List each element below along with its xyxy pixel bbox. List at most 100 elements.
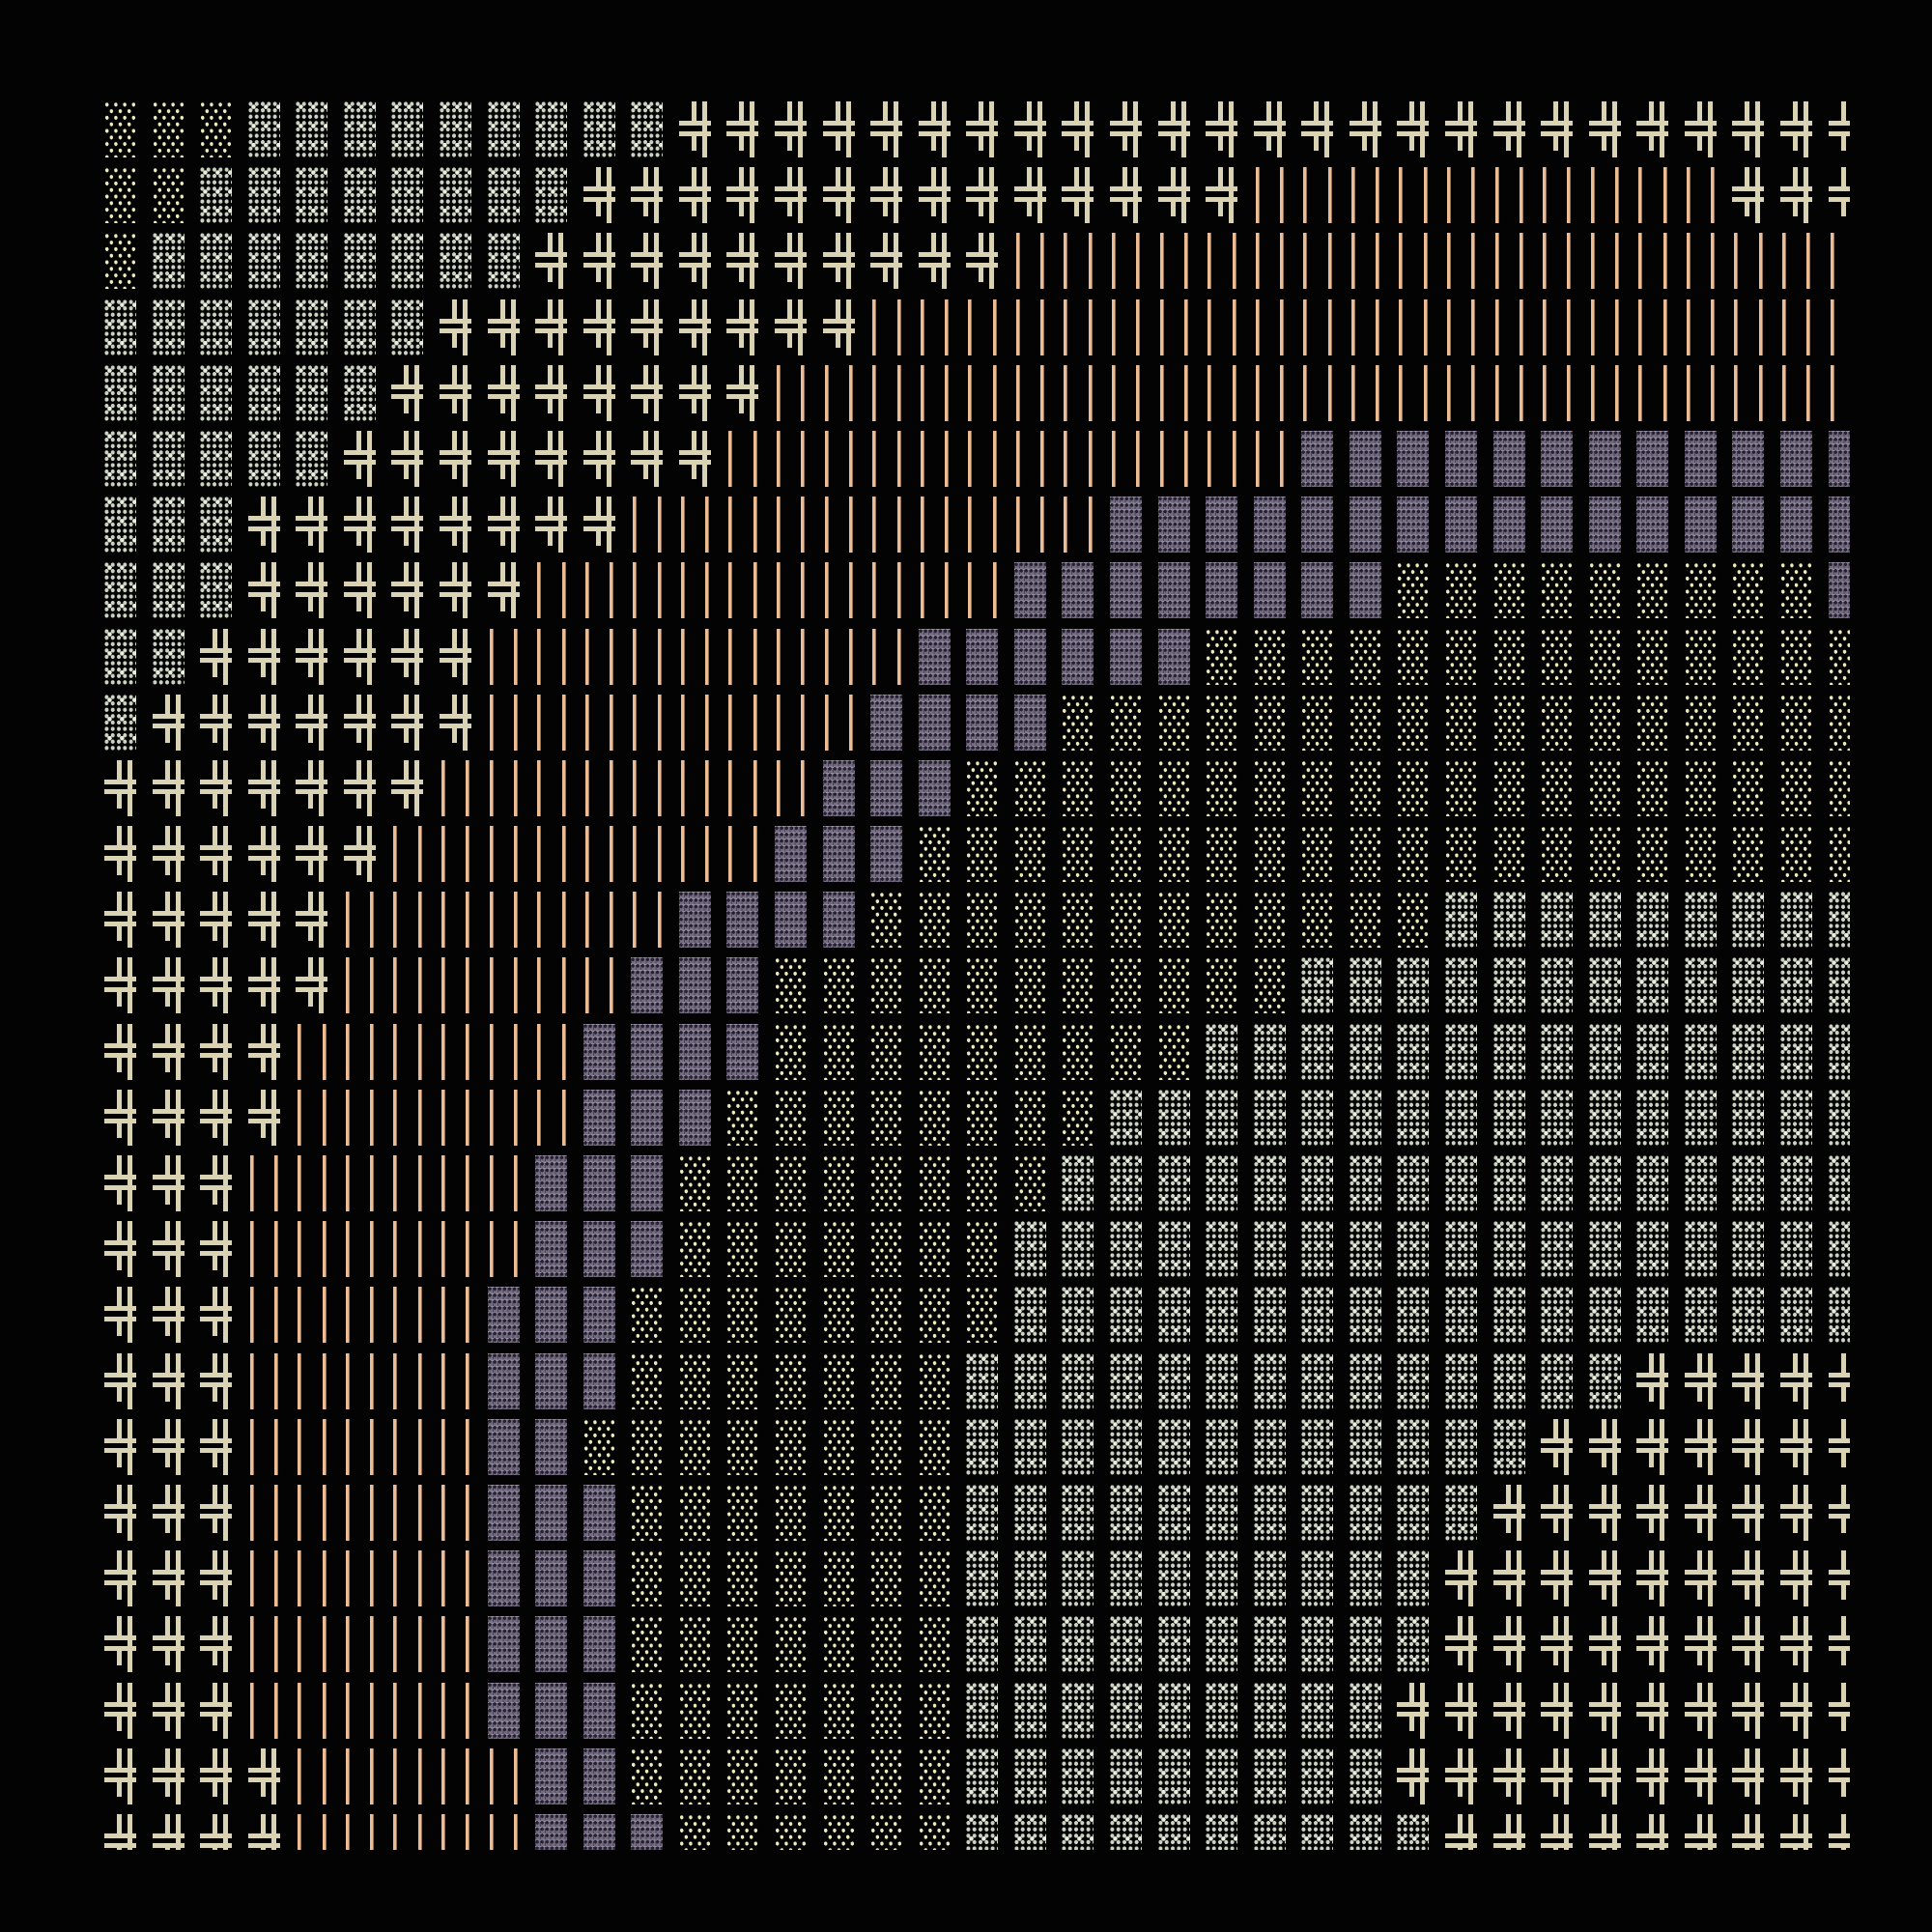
- tile-double-cross: [200, 1747, 233, 1804]
- tile-dense-dots: [1013, 1550, 1046, 1607]
- tile-waffle-block: [535, 1747, 568, 1804]
- tile-sparse-dots: [1062, 1023, 1094, 1080]
- tile-vertical-lines: [870, 497, 903, 554]
- tile-double-cross: [152, 1550, 185, 1607]
- tile-waffle-block: [535, 1813, 568, 1850]
- tile-sparse-dots: [822, 1352, 855, 1409]
- tile-double-cross: [152, 1155, 185, 1212]
- tile-dense-dots: [1349, 1089, 1381, 1146]
- tile-sparse-dots: [966, 759, 999, 816]
- tile-sparse-dots: [631, 1287, 664, 1344]
- tile-sparse-dots: [1684, 759, 1717, 816]
- tile-dense-dots: [1541, 1155, 1574, 1212]
- tile-dense-dots: [296, 298, 328, 355]
- tile-sparse-dots: [1732, 628, 1765, 685]
- tile-sparse-dots: [1444, 562, 1477, 619]
- tile-dense-dots: [966, 1682, 999, 1739]
- tile-waffle-block: [487, 1682, 520, 1739]
- tile-vertical-lines: [1636, 233, 1669, 290]
- tile-dense-dots: [296, 101, 328, 157]
- tile-sparse-dots: [1732, 826, 1765, 883]
- tile-double-cross: [535, 497, 568, 554]
- tile-sparse-dots: [582, 1418, 615, 1475]
- tile-vertical-lines: [535, 694, 568, 751]
- tile-vertical-lines: [391, 1089, 424, 1146]
- tile-double-cross: [200, 826, 233, 883]
- tile-vertical-lines: [1444, 167, 1477, 224]
- tile-waffle-block: [1732, 430, 1765, 487]
- tile-vertical-lines: [247, 1155, 280, 1212]
- tile-dense-dots: [1349, 1813, 1381, 1850]
- tile-dense-dots: [1013, 1418, 1046, 1475]
- tile-dense-dots: [1301, 1682, 1334, 1739]
- tile-sparse-dots: [918, 1484, 951, 1541]
- tile-vertical-lines: [1013, 233, 1046, 290]
- tile-sparse-dots: [966, 1221, 999, 1278]
- tile-dense-dots: [1349, 1352, 1381, 1409]
- tile-dense-dots: [1349, 957, 1381, 1014]
- tile-dense-dots: [1684, 1221, 1717, 1278]
- tile-double-cross: [1636, 1418, 1669, 1475]
- tile-dense-dots: [582, 101, 615, 157]
- tile-waffle-block: [582, 1682, 615, 1739]
- tile-double-cross: [822, 167, 855, 224]
- tile-double-cross: [1732, 1813, 1765, 1850]
- tile-dense-dots: [966, 1813, 999, 1850]
- tile-waffle-block: [1397, 430, 1430, 487]
- tile-double-cross: [1732, 101, 1765, 157]
- tile-vertical-lines: [439, 826, 471, 883]
- tile-dense-dots: [1013, 1813, 1046, 1850]
- tile-waffle-block: [535, 1484, 568, 1541]
- tile-dense-dots: [1062, 1747, 1094, 1804]
- tile-double-cross: [247, 957, 280, 1014]
- tile-dense-dots: [1013, 1616, 1046, 1673]
- tile-dense-dots: [343, 364, 376, 421]
- tile-double-cross: [1109, 101, 1142, 157]
- tile-sparse-dots: [1253, 826, 1286, 883]
- tile-double-cross: [1588, 1484, 1621, 1541]
- tile-sparse-dots: [1349, 759, 1381, 816]
- tile-waffle-block: [774, 826, 807, 883]
- tile-dense-dots: [1062, 1813, 1094, 1850]
- tile-vertical-lines: [678, 497, 711, 554]
- tile-double-cross: [1444, 1616, 1477, 1673]
- tile-dense-dots: [1444, 957, 1477, 1014]
- tile-double-cross: [822, 233, 855, 290]
- tile-vertical-lines: [966, 430, 999, 487]
- tile-dense-dots: [1206, 1682, 1238, 1739]
- tile-waffle-block: [1157, 562, 1190, 619]
- tile-dense-dots: [1588, 1089, 1621, 1146]
- tile-waffle-block: [1541, 497, 1574, 554]
- tile-double-cross: [1013, 167, 1046, 224]
- tile-dense-dots: [1397, 1616, 1430, 1673]
- tile-vertical-lines: [774, 694, 807, 751]
- tile-vertical-lines: [822, 628, 855, 685]
- tile-double-cross: [1013, 101, 1046, 157]
- tile-dense-dots: [1301, 957, 1334, 1014]
- tile-vertical-lines: [726, 759, 759, 816]
- tile-sparse-dots: [918, 1550, 951, 1607]
- tile-dense-dots: [1109, 1352, 1142, 1409]
- tile-waffle-block: [1828, 562, 1850, 619]
- tile-sparse-dots: [966, 957, 999, 1014]
- tile-double-cross: [582, 167, 615, 224]
- tile-sparse-dots: [1588, 759, 1621, 816]
- tile-dense-dots: [1541, 1221, 1574, 1278]
- tile-vertical-lines: [391, 1352, 424, 1409]
- tile-waffle-block: [726, 1023, 759, 1080]
- tile-vertical-lines: [247, 1550, 280, 1607]
- tile-waffle-block: [870, 694, 903, 751]
- tile-double-cross: [1636, 1747, 1669, 1804]
- tile-double-cross: [1779, 1682, 1812, 1739]
- tile-double-cross: [1588, 1418, 1621, 1475]
- tile-vertical-lines: [296, 1616, 328, 1673]
- tile-dense-dots: [104, 562, 136, 619]
- tile-double-cross: [1444, 1813, 1477, 1850]
- tile-double-cross: [1684, 1682, 1717, 1739]
- tile-waffle-block: [582, 1352, 615, 1409]
- tile-double-cross: [391, 759, 424, 816]
- tile-sparse-dots: [774, 957, 807, 1014]
- tile-sparse-dots: [1109, 1023, 1142, 1080]
- tile-dense-dots: [1444, 892, 1477, 949]
- tile-dense-dots: [1588, 1155, 1621, 1212]
